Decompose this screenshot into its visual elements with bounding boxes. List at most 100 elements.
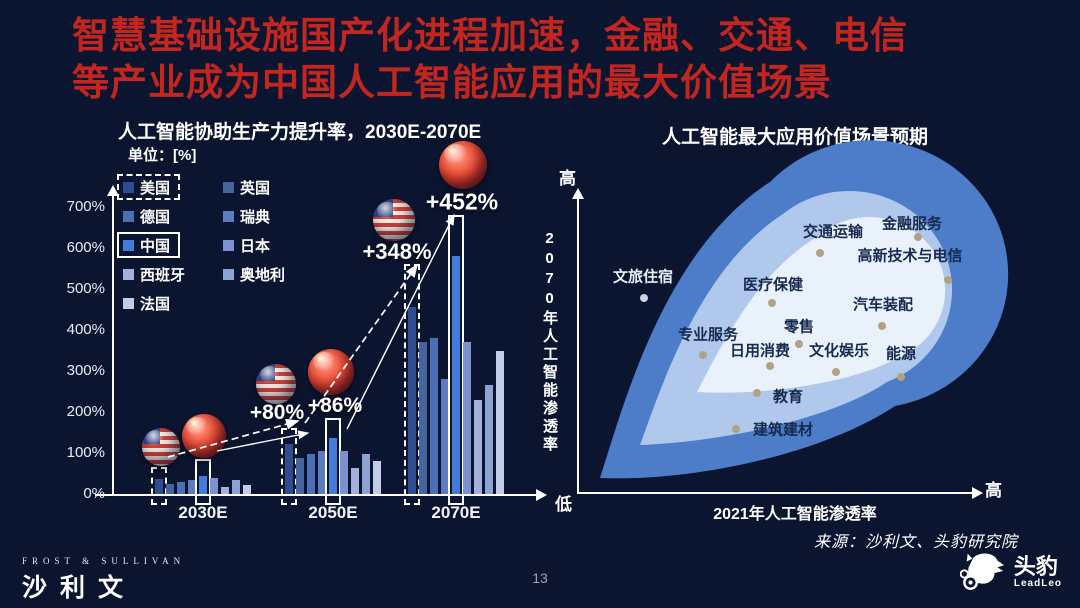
- industry-label: 文化娱乐: [808, 342, 870, 360]
- bar: [188, 479, 196, 494]
- industry-dot: [795, 340, 803, 348]
- bar: [362, 453, 370, 494]
- legend-swatch: [223, 268, 234, 280]
- legend-swatch: [123, 297, 134, 309]
- industry-dot: [732, 425, 740, 433]
- legend-item-德国: 德国: [123, 206, 170, 226]
- x-axis-arrow-icon: [536, 489, 547, 501]
- legend-swatch: [123, 210, 134, 222]
- legend-item-奥地利: 奥地利: [223, 264, 285, 284]
- right-y-axis-title: 2070年人工智能渗透率: [541, 230, 558, 454]
- x-category-label: 2070E: [431, 503, 481, 522]
- legend-item-瑞典: 瑞典: [223, 206, 270, 226]
- bar: [307, 453, 315, 494]
- legend-label: 奥地利: [240, 266, 286, 284]
- legend-label: 瑞典: [240, 208, 271, 226]
- bar: [243, 484, 251, 494]
- bar: [452, 256, 460, 494]
- legend-item-英国: 英国: [223, 177, 270, 197]
- y-tick-label: 400%: [66, 321, 105, 338]
- bar: [351, 467, 359, 494]
- y-axis-high-label: 高: [559, 169, 576, 188]
- usa-flag-sphere: [373, 199, 415, 241]
- industry-dot: [816, 249, 824, 257]
- bar: [318, 450, 326, 494]
- leadleo-subtitle: LeadLeo: [1013, 577, 1062, 589]
- industry-dot: [832, 368, 840, 376]
- usa-flag-sphere: [142, 428, 180, 466]
- bar: [296, 458, 304, 494]
- legend-item-日本: 日本: [223, 235, 270, 255]
- legend-label: 美国: [140, 179, 171, 197]
- china-flag-sphere: ★: [182, 414, 226, 458]
- y-tick-label: 700%: [66, 198, 105, 215]
- bar: [463, 342, 471, 494]
- right-x-axis-line: [577, 492, 973, 494]
- legend-item-美国: 美国: [117, 174, 181, 200]
- sphere-shine: [312, 351, 336, 372]
- industry-dot: [766, 362, 774, 370]
- y-tick-label: 200%: [66, 403, 105, 420]
- bar: [221, 486, 229, 494]
- legend-item-中国: 中国: [117, 232, 181, 258]
- leopard-icon: [959, 553, 1004, 590]
- left-chart-title: 人工智能协助生产力提升率，2030E-2070E: [118, 122, 482, 143]
- industry-dot: [944, 276, 952, 284]
- china-highlight-box: [195, 459, 211, 505]
- industry-label: 日用消费: [729, 342, 791, 360]
- y-axis-arrow-icon: [107, 185, 119, 196]
- usa-highlight-box: [151, 467, 167, 505]
- industry-label: 文旅住宿: [612, 268, 674, 286]
- legend-swatch: [223, 239, 234, 251]
- sphere-shine: [443, 143, 468, 165]
- origin-low-label: 低: [555, 495, 572, 514]
- bar: [155, 478, 163, 494]
- growth-annotation: +80%: [249, 401, 305, 424]
- growth-annotation: +452%: [425, 188, 499, 215]
- source-note: 来源：沙利文、头豹研究院: [813, 534, 1018, 551]
- bar: [474, 399, 482, 494]
- bar: [496, 350, 504, 494]
- frost-sullivan-wordmark: FROST & SULLIVAN: [22, 556, 186, 566]
- right-chart-title: 人工智能最大应用价值场景预期: [661, 127, 928, 148]
- sphere-shine: [186, 416, 209, 436]
- legend-item-西班牙: 西班牙: [123, 264, 185, 284]
- industry-dot: [640, 294, 648, 302]
- bar: [430, 338, 438, 494]
- usa-flag-sphere: [256, 364, 296, 404]
- industry-label: 教育: [772, 388, 804, 406]
- title-line-1: 智慧基础设施国产化进程加速，金融、交通、电信: [72, 15, 908, 56]
- industry-dot: [878, 322, 886, 330]
- x-category-label: 2050E: [308, 503, 358, 522]
- y-tick-label: 0%: [83, 485, 105, 502]
- sphere-shine: [145, 430, 165, 447]
- legend-label: 西班牙: [140, 266, 186, 284]
- bar: [340, 450, 348, 494]
- legend-label: 德国: [140, 208, 171, 226]
- industry-label: 能源: [885, 345, 917, 363]
- bar: [285, 443, 293, 494]
- legend-item-法国: 法国: [123, 293, 170, 313]
- industry-dot: [768, 299, 776, 307]
- bar: [199, 475, 207, 494]
- legend-swatch: [123, 239, 134, 251]
- sphere-shine: [260, 366, 280, 384]
- legend-swatch: [223, 181, 234, 193]
- bar: [166, 483, 174, 494]
- industry-dot: [753, 389, 761, 397]
- legend-label: 英国: [240, 179, 271, 197]
- legend-swatch: [123, 268, 134, 280]
- sphere-shine: [377, 201, 399, 220]
- china-flag-sphere: ★: [439, 141, 487, 189]
- bar: [373, 461, 381, 494]
- bar: [329, 437, 337, 494]
- industry-label: 汽车装配: [852, 296, 914, 314]
- right-y-axis-arrow-icon: [572, 188, 584, 199]
- y-tick-label: 600%: [66, 239, 105, 256]
- page-title: 智慧基础设施国产化进程加速，金融、交通、电信 等产业成为中国人工智能应用的最大价…: [72, 12, 908, 106]
- industry-label: 医疗保健: [742, 276, 804, 294]
- legend-swatch: [223, 210, 234, 222]
- y-tick-label: 300%: [66, 362, 105, 379]
- leadleo-logo: 头豹 LeadLeo: [959, 550, 1062, 594]
- usa-highlight-box: [281, 428, 297, 505]
